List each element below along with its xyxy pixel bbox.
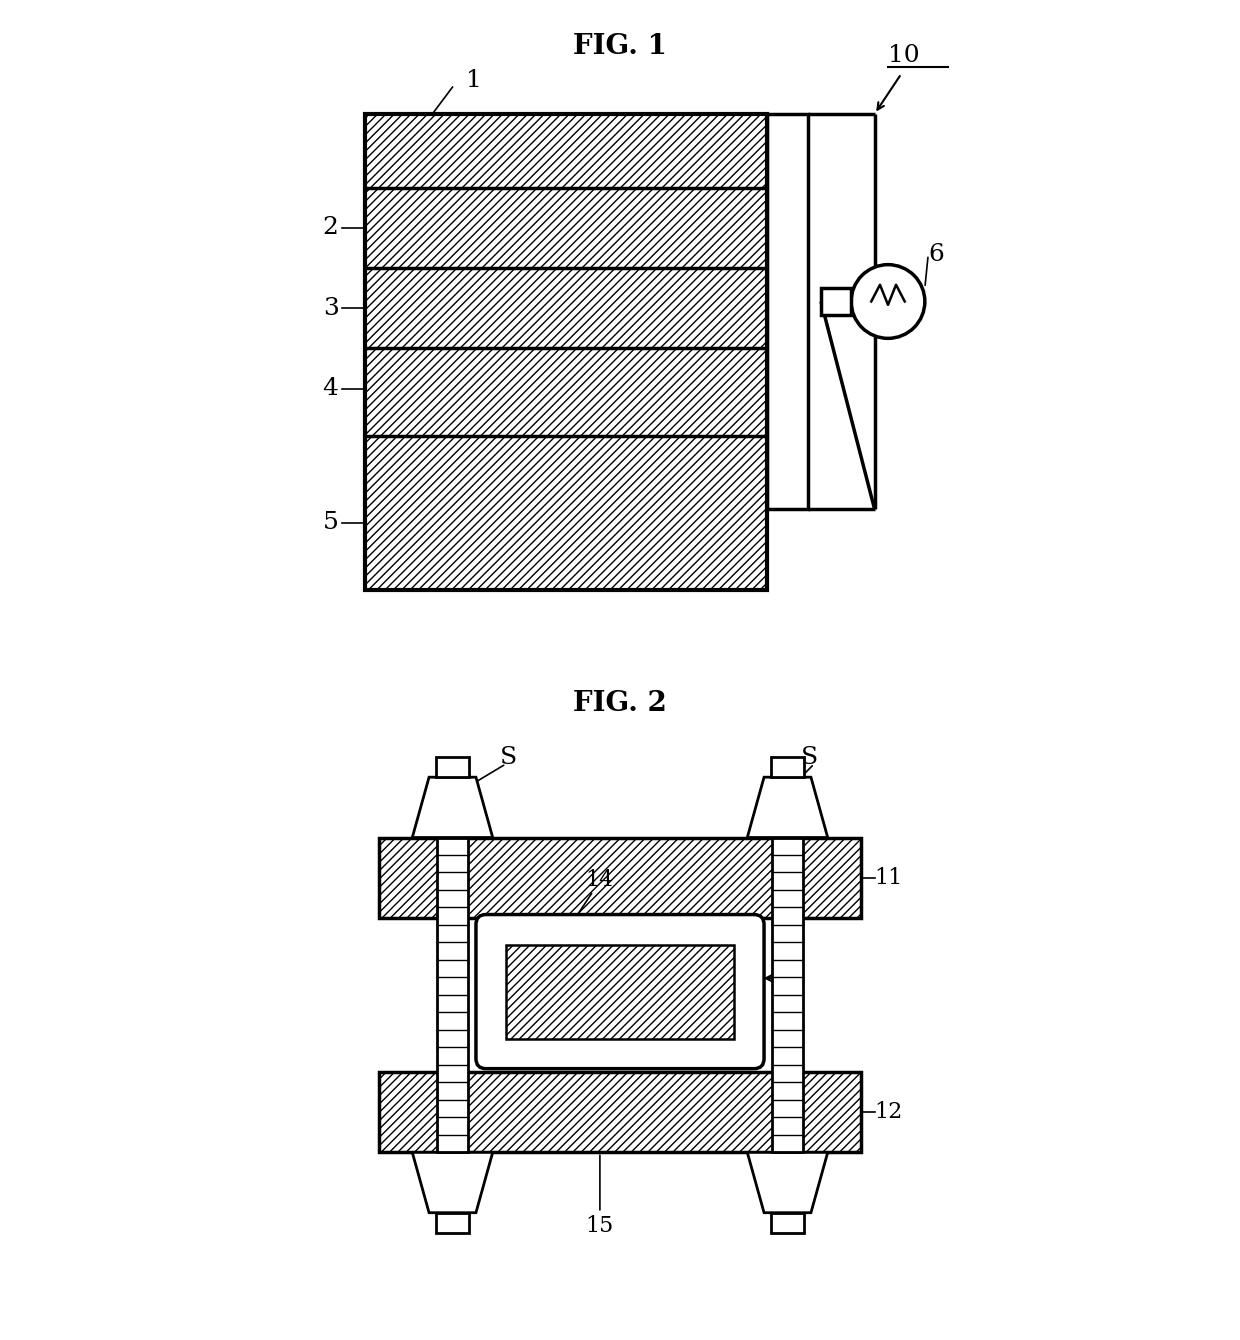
- Bar: [438, 838, 467, 1152]
- Bar: [771, 757, 805, 777]
- Text: S: S: [801, 745, 818, 769]
- Text: 5: 5: [322, 511, 339, 535]
- Bar: [821, 288, 851, 315]
- Text: 3: 3: [322, 296, 339, 320]
- Text: S: S: [500, 745, 517, 769]
- FancyBboxPatch shape: [476, 914, 764, 1069]
- Bar: [773, 838, 802, 1152]
- Polygon shape: [412, 777, 492, 838]
- Bar: [378, 838, 862, 918]
- Bar: [378, 1072, 862, 1152]
- Circle shape: [851, 265, 925, 339]
- Text: FIG. 2: FIG. 2: [573, 690, 667, 717]
- Bar: [506, 945, 734, 1038]
- Bar: [366, 114, 768, 590]
- Polygon shape: [748, 1152, 828, 1213]
- Text: 4: 4: [322, 377, 339, 401]
- Text: 1: 1: [466, 68, 481, 92]
- Bar: [366, 188, 768, 268]
- Bar: [768, 114, 807, 509]
- Text: FIG. 1: FIG. 1: [573, 34, 667, 60]
- Bar: [435, 1213, 469, 1233]
- Text: 12: 12: [874, 1101, 903, 1123]
- Text: 11: 11: [874, 867, 903, 888]
- Text: 2: 2: [322, 216, 339, 240]
- Bar: [435, 757, 469, 777]
- Text: 15: 15: [585, 1215, 614, 1237]
- Bar: [366, 114, 768, 188]
- Polygon shape: [412, 1152, 492, 1213]
- Bar: [366, 436, 768, 590]
- Bar: [366, 268, 768, 348]
- Text: 14: 14: [585, 870, 614, 891]
- Bar: [771, 1213, 805, 1233]
- Text: 10: 10: [888, 44, 920, 67]
- Text: 13: 13: [774, 967, 802, 989]
- Text: 6: 6: [929, 243, 944, 267]
- Polygon shape: [748, 777, 828, 838]
- Bar: [366, 348, 768, 436]
